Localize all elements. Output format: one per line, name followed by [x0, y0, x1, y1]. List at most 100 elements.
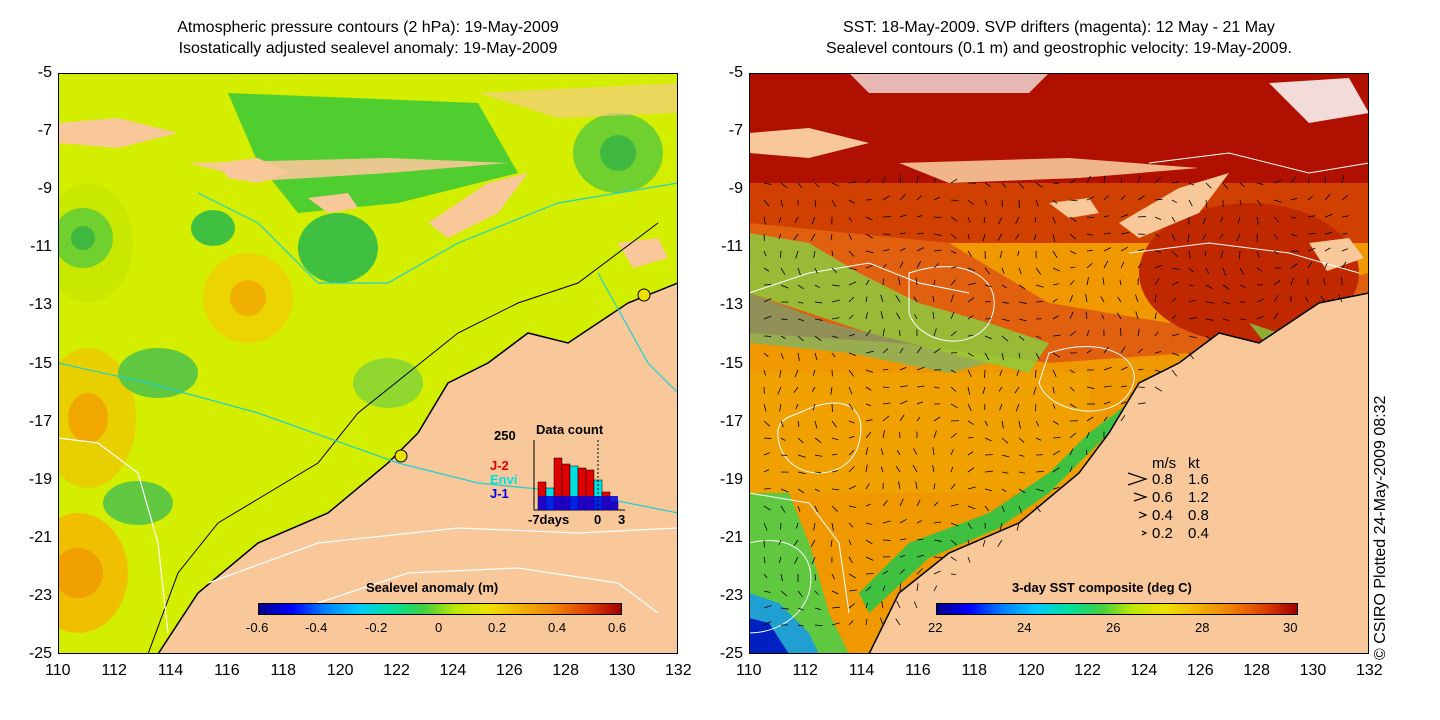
velocity-arrow — [880, 466, 884, 473]
velocity-arrow — [1154, 369, 1163, 373]
velocity-arrow — [913, 448, 918, 456]
velocity-arrow — [1120, 414, 1126, 422]
velocity-arrow — [865, 464, 868, 473]
velocity-arrow — [1035, 267, 1042, 275]
velocity-arrow — [997, 539, 1003, 547]
velocity-arrow — [848, 505, 857, 508]
sst-tick-28: 28 — [1195, 620, 1210, 635]
velocity-arrow — [1137, 368, 1144, 371]
velocity-arrow — [1273, 216, 1280, 223]
velocity-arrow — [793, 233, 799, 241]
velocity-arrow — [797, 335, 804, 342]
velocity-arrow — [999, 522, 1003, 531]
velocity-arrow — [950, 403, 958, 409]
velocity-arrow — [831, 573, 836, 580]
right-lon-tick: 132 — [1356, 662, 1383, 679]
velocity-arrow — [899, 498, 904, 507]
velocity-arrow — [797, 420, 800, 427]
velocity-arrow — [882, 570, 889, 575]
velocity-arrow — [848, 603, 856, 609]
velocity-arrow — [1307, 247, 1316, 252]
left-lon-tick: 130 — [608, 662, 636, 679]
left-lat-tick: -15 — [28, 354, 52, 372]
velocity-arrow — [1239, 199, 1242, 206]
velocity-arrow — [1086, 416, 1094, 422]
velocity-arrow — [814, 335, 822, 342]
speed-legend: m/s kt 0.8 1.6 0.6 1.2 0.4 0.8 0.2 0.4 — [1126, 455, 1236, 545]
velocity-arrow — [865, 503, 871, 507]
velocity-arrow — [984, 437, 992, 442]
velocity-arrow — [1103, 215, 1110, 218]
velocity-arrow — [967, 386, 971, 395]
velocity-arrow — [1018, 284, 1026, 290]
velocity-arrow — [898, 481, 901, 490]
velocity-arrow — [848, 199, 856, 204]
velocity-arrow — [1120, 346, 1126, 354]
velocity-arrow — [933, 386, 940, 389]
right-title-line2: Sealevel contours (0.1 m) and geostrophi… — [825, 40, 1292, 57]
velocity-arrow — [865, 539, 873, 545]
velocity-arrow — [1069, 330, 1077, 337]
velocity-arrow — [899, 583, 902, 592]
velocity-arrow — [810, 233, 816, 242]
velocity-arrow — [865, 296, 868, 303]
velocity-arrow — [797, 488, 805, 494]
velocity-arrow — [1154, 198, 1163, 201]
velocity-arrow — [1086, 262, 1093, 269]
velocity-arrow — [933, 539, 942, 542]
left-lon-tick: 118 — [270, 662, 296, 679]
velocity-arrow — [1273, 312, 1279, 320]
velocity-arrow — [1035, 182, 1043, 188]
velocity-arrow — [1307, 261, 1313, 269]
velocity-arrow — [814, 471, 822, 474]
left-lat-tick: -19 — [28, 470, 52, 488]
velocity-arrow — [916, 538, 924, 541]
velocity-arrow — [933, 570, 941, 575]
velocity-arrow — [814, 454, 823, 457]
velocity-arrow — [984, 470, 993, 473]
velocity-arrow — [814, 573, 817, 581]
velocity-arrow — [1018, 301, 1027, 304]
right-lon-tick: 124 — [1130, 662, 1158, 679]
copyright-notice: © CSIRO Plotted 24-May-2009 08:32 — [1372, 395, 1389, 660]
sla-tick-06: 0.6 — [608, 620, 627, 635]
velocity-arrow — [916, 520, 922, 524]
velocity-arrow — [814, 437, 822, 444]
velocity-arrow — [1017, 250, 1020, 256]
velocity-arrow — [932, 464, 935, 473]
left-lat-tick: -17 — [28, 412, 52, 430]
velocity-arrow — [1256, 298, 1264, 303]
velocity-arrow — [933, 196, 940, 201]
velocity-arrow — [1290, 197, 1298, 201]
velocity-arrow — [1018, 505, 1023, 514]
right-lat-tick: -5 — [728, 64, 743, 81]
velocity-arrow — [831, 267, 837, 273]
velocity-arrow — [831, 522, 834, 531]
velocity-arrow — [813, 522, 816, 531]
velocity-arrow — [1135, 294, 1139, 303]
velocity-arrow — [1086, 233, 1093, 236]
velocity-arrow — [1305, 296, 1309, 303]
velocity-arrow — [1069, 448, 1074, 456]
velocity-arrow — [1052, 216, 1056, 224]
velocity-arrow — [865, 447, 869, 456]
velocity-arrow — [810, 539, 816, 548]
velocity-arrow — [1119, 279, 1122, 286]
velocity-arrow — [865, 586, 872, 592]
velocity-arrow — [1320, 295, 1326, 303]
velocity-arrow — [882, 402, 891, 405]
velocity-arrow — [967, 352, 974, 357]
velocity-arrow — [831, 199, 837, 208]
velocity-arrow — [933, 416, 941, 422]
velocity-arrow — [899, 194, 906, 201]
velocity-arrow — [880, 448, 884, 456]
velocity-arrow — [763, 182, 772, 185]
velocity-arrow — [848, 466, 855, 473]
left-lon-tick: 122 — [383, 662, 410, 679]
velocity-arrow — [984, 199, 988, 206]
velocity-arrow — [848, 556, 853, 564]
velocity-arrow — [795, 403, 799, 410]
velocity-arrow — [967, 556, 971, 563]
velocity-arrow — [1341, 194, 1349, 201]
velocity-arrow — [793, 386, 799, 393]
